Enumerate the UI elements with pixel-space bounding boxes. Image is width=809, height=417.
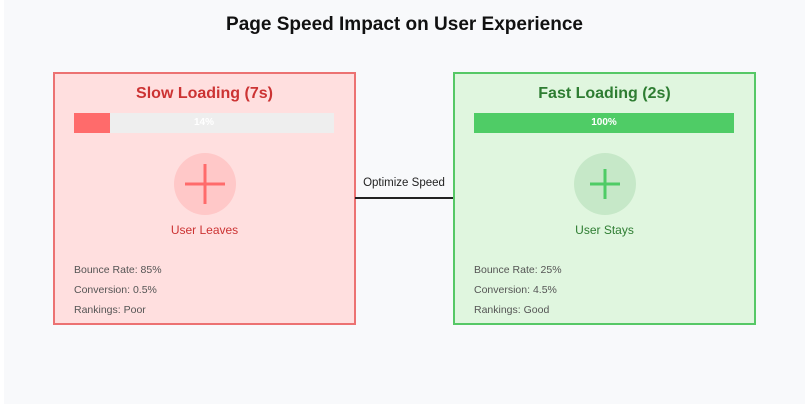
- fast-bounce-rate: Bounce Rate: 25%: [474, 264, 562, 276]
- plus-icon: [185, 164, 225, 204]
- slow-loading-heading: Slow Loading (7s): [136, 85, 273, 102]
- slow-metrics: Bounce Rate: 85% Conversion: 0.5% Rankin…: [74, 263, 162, 323]
- plus-icon: [590, 169, 620, 199]
- arrow-right-icon: [355, 192, 467, 204]
- slow-progress-fill: [74, 113, 111, 133]
- slow-status-label: User Leaves: [170, 223, 239, 237]
- fast-progress-fill: [474, 113, 734, 133]
- fast-metrics: Bounce Rate: 25% Conversion: 4.5% Rankin…: [474, 263, 562, 323]
- optimize-speed-label: Optimize Speed: [363, 177, 445, 189]
- fast-conversion: Conversion: 4.5%: [474, 284, 557, 296]
- slow-conversion: Conversion: 0.5%: [74, 284, 157, 296]
- user-leaves-icon: [174, 153, 236, 215]
- diagram-title: Page Speed Impact on User Experience: [226, 14, 583, 35]
- user-stays-icon: [574, 153, 636, 215]
- fast-progress-bar: 100%: [474, 113, 734, 133]
- slow-loading-panel: Slow Loading (7s) 14% User Leaves Bounce…: [53, 72, 356, 325]
- slow-rankings: Rankings: Poor: [74, 304, 146, 316]
- fast-loading-heading: Fast Loading (2s): [538, 85, 671, 102]
- slow-progress-bar: 14%: [74, 113, 334, 133]
- fast-progress-label: 100%: [591, 117, 617, 128]
- fast-loading-panel: Fast Loading (2s) 100% User Stays Bounce…: [453, 72, 756, 325]
- fast-rankings: Rankings: Good: [474, 304, 550, 316]
- slow-progress-label: 14%: [193, 117, 214, 128]
- fast-status-label: User Stays: [575, 223, 634, 237]
- slow-bounce-rate: Bounce Rate: 85%: [74, 264, 162, 276]
